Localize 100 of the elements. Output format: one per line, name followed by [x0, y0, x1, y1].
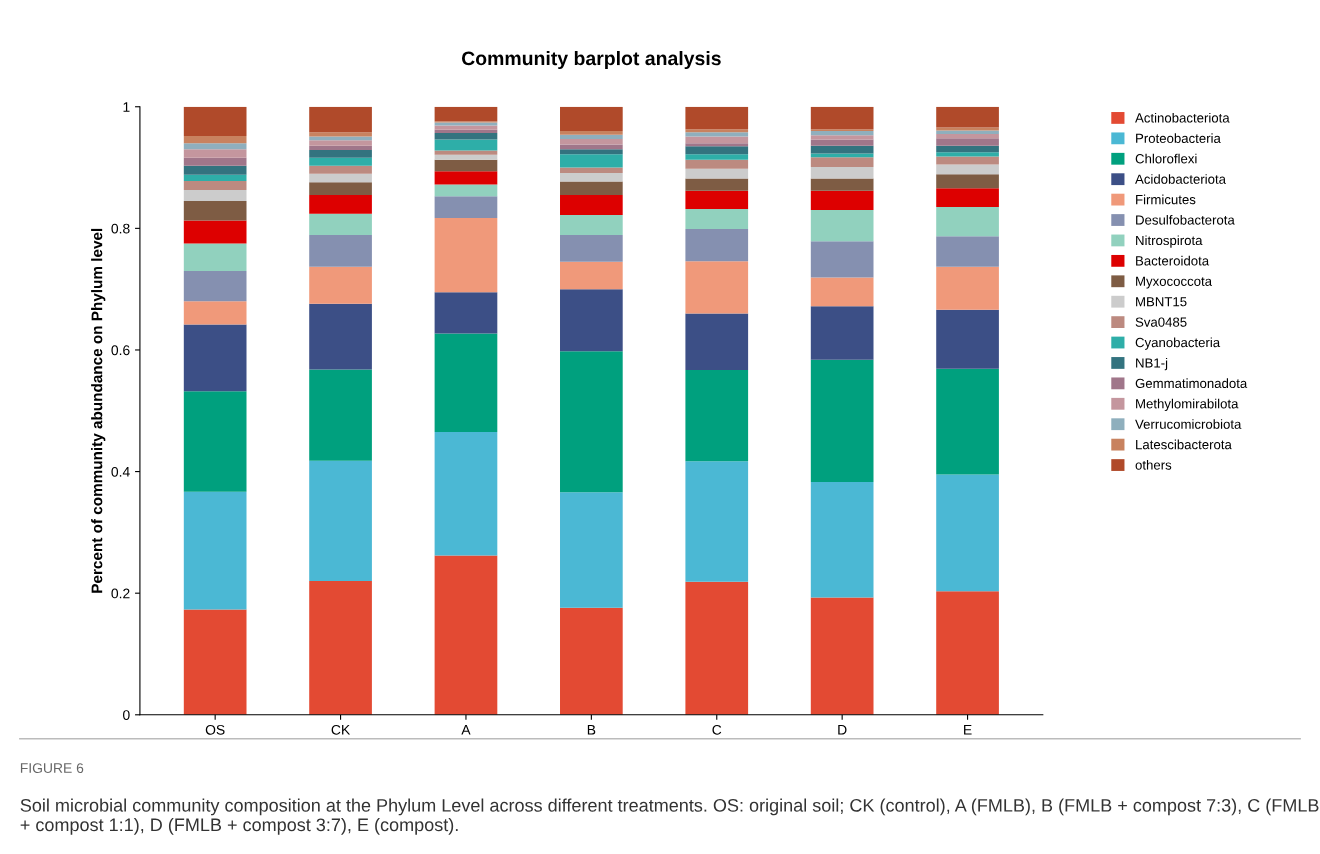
bar [560, 167, 623, 174]
bar [560, 261, 623, 290]
bar [309, 182, 372, 195]
bar [560, 131, 623, 135]
bar [560, 106, 623, 132]
bar [685, 106, 749, 130]
y-tick-label: 0 [123, 710, 130, 720]
y-axis-title: Percent of community abundance on Phylum level [91, 228, 106, 593]
bar [560, 181, 623, 195]
bar [560, 138, 623, 145]
bar [434, 159, 498, 172]
bar [685, 146, 749, 155]
bar [560, 194, 623, 215]
bar [183, 149, 247, 158]
bar [309, 303, 372, 370]
bar [936, 152, 999, 157]
bar [309, 213, 372, 236]
bar [936, 145, 999, 153]
x-tick-label: E [964, 725, 972, 735]
bar [936, 130, 999, 135]
bar [685, 129, 749, 133]
bar [434, 106, 498, 122]
bar [560, 289, 623, 352]
bar [309, 149, 372, 158]
bar [183, 201, 247, 221]
bar [183, 220, 247, 244]
bar [434, 132, 498, 140]
bar [936, 106, 999, 128]
bar [936, 236, 999, 267]
legend-label: Verrucomicrobiota [1135, 419, 1242, 429]
y-tick-label: 0.4 [111, 466, 130, 477]
bar [183, 391, 247, 492]
bar [309, 235, 372, 267]
bar [434, 333, 498, 433]
legend-label: Acidobacteriota [1135, 174, 1226, 184]
bar [309, 369, 372, 461]
bar [810, 210, 874, 242]
bar [936, 174, 999, 189]
chart-title: Community barplot analysis [461, 50, 721, 70]
x-tick-label: B [587, 725, 596, 735]
bar [309, 140, 372, 146]
x-tick-label: OS [205, 724, 225, 735]
legend-label: Cyanobacteria [1135, 337, 1221, 350]
bar [560, 214, 623, 236]
bar [685, 261, 749, 314]
legend-label: Desulfobacterota [1136, 214, 1235, 225]
bar [183, 106, 247, 136]
bar [434, 139, 498, 151]
bar [810, 166, 874, 179]
bar [685, 143, 749, 147]
legend-label: Chloroflexi [1135, 153, 1197, 164]
bar [560, 173, 623, 182]
bar [434, 196, 498, 219]
bar [309, 132, 372, 137]
bar [810, 597, 874, 715]
bar [810, 145, 874, 154]
legend-label: others [1135, 460, 1172, 470]
bar [810, 135, 874, 140]
bar [434, 292, 498, 334]
bar [936, 127, 999, 131]
bar [309, 581, 372, 715]
bar [183, 270, 247, 302]
bar [685, 581, 749, 715]
x-tick-label: C [712, 724, 722, 735]
bar [560, 351, 623, 493]
bar [685, 208, 749, 229]
y-tick-label: 0.8 [111, 223, 130, 234]
bar [685, 228, 749, 262]
legend-label: Firmicutes [1136, 194, 1196, 205]
bar [936, 156, 999, 165]
bar [936, 309, 999, 369]
legend-label: Myxococcota [1136, 276, 1213, 289]
bar [183, 609, 247, 715]
legend-label: MBNT15 [1136, 297, 1187, 307]
x-tick-label: A [461, 725, 471, 735]
bar [936, 368, 999, 475]
bar [183, 157, 247, 166]
bar [183, 190, 247, 201]
bar [309, 145, 372, 150]
bar [183, 135, 247, 144]
legend-label: NB1-j [1136, 357, 1168, 371]
bar [685, 159, 749, 169]
bar [560, 235, 623, 262]
bar [560, 154, 623, 168]
bar [560, 492, 623, 608]
bar [183, 165, 247, 175]
y-tick-label: 1 [123, 102, 130, 112]
legend-label: Actinobacteriota [1135, 112, 1230, 123]
bar [183, 301, 247, 325]
legend-label: Methylomirabilota [1136, 398, 1239, 412]
bar [810, 131, 874, 136]
bar [810, 178, 874, 191]
bar [685, 168, 749, 179]
bar [434, 555, 498, 715]
bar [810, 277, 874, 307]
bar [183, 180, 247, 191]
bar [936, 164, 999, 175]
x-tick-label: D [838, 725, 847, 735]
bar [560, 144, 623, 150]
bar [810, 481, 874, 598]
